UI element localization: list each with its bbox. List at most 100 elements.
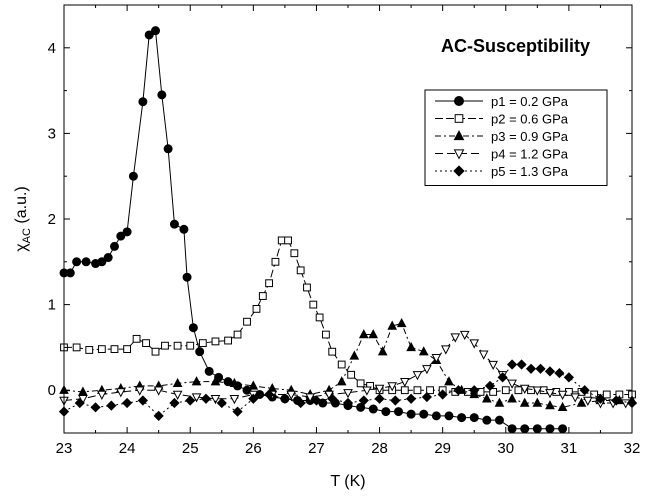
data-point xyxy=(137,395,148,406)
y-tick-label: 4 xyxy=(48,40,56,57)
data-point xyxy=(248,380,259,390)
data-point xyxy=(406,409,416,419)
data-point xyxy=(482,393,492,403)
data-point xyxy=(418,346,429,356)
data-point xyxy=(303,283,311,292)
data-point xyxy=(519,384,530,394)
data-point xyxy=(400,386,409,395)
data-point xyxy=(557,390,568,400)
data-point xyxy=(277,236,286,245)
x-tick-label: 30 xyxy=(497,440,514,457)
data-point xyxy=(122,227,132,237)
legend-entry: p3 = 0.9 GPa xyxy=(435,129,569,144)
data-point xyxy=(482,415,492,425)
data-point xyxy=(163,144,173,154)
data-point xyxy=(444,376,454,386)
series-p2-0-6-gpa xyxy=(60,236,636,399)
data-point xyxy=(544,366,556,377)
x-tick-label: 27 xyxy=(308,440,325,457)
data-point xyxy=(349,350,360,360)
data-point xyxy=(519,397,530,407)
data-point xyxy=(128,171,138,181)
data-point xyxy=(296,266,305,275)
data-point xyxy=(469,385,480,396)
data-point xyxy=(356,402,366,412)
x-tick-label: 32 xyxy=(624,440,641,457)
data-point xyxy=(223,377,233,387)
data-point xyxy=(151,347,160,356)
data-point xyxy=(72,343,81,352)
data-point xyxy=(233,330,242,339)
data-point xyxy=(110,345,119,354)
data-point xyxy=(248,393,259,404)
data-point xyxy=(153,410,164,421)
x-axis-title: T (K) xyxy=(330,473,365,490)
data-point xyxy=(169,397,180,409)
data-point xyxy=(489,388,498,396)
data-point xyxy=(459,330,470,341)
data-point xyxy=(516,359,527,370)
data-point xyxy=(232,406,243,417)
data-point xyxy=(611,395,622,406)
data-point xyxy=(387,382,398,392)
data-point xyxy=(151,26,161,36)
data-point xyxy=(595,393,606,404)
data-point xyxy=(315,313,324,322)
data-point xyxy=(216,397,227,409)
data-point xyxy=(210,376,221,386)
data-point xyxy=(437,389,448,400)
data-point xyxy=(123,345,132,354)
data-point xyxy=(368,404,378,414)
data-point xyxy=(377,346,388,356)
data-point xyxy=(506,359,518,370)
series-p1-0-2-gpa xyxy=(59,26,568,434)
data-point xyxy=(97,257,107,267)
data-point xyxy=(406,393,417,404)
data-point xyxy=(374,393,385,404)
legend-label: p4 = 1.2 GPa xyxy=(491,147,569,162)
data-point xyxy=(525,363,537,374)
data-point xyxy=(305,393,315,403)
data-point xyxy=(545,424,555,434)
x-tick-label: 26 xyxy=(245,440,262,457)
data-point xyxy=(532,397,543,407)
data-point xyxy=(106,400,117,411)
data-point xyxy=(185,395,196,406)
data-point xyxy=(322,330,330,339)
series-layer xyxy=(58,26,638,434)
y-axis-title-unit: (a.u.) xyxy=(13,186,30,228)
y-tick-label: 2 xyxy=(48,211,56,228)
data-point xyxy=(347,370,356,379)
data-point xyxy=(74,397,85,409)
legend-marker xyxy=(453,165,465,177)
data-point xyxy=(161,341,169,350)
data-point xyxy=(469,413,479,423)
x-tick-label: 29 xyxy=(434,440,451,457)
data-point xyxy=(362,386,372,396)
data-point xyxy=(157,90,167,100)
data-point xyxy=(406,341,416,352)
data-point xyxy=(570,393,581,403)
data-point xyxy=(582,396,593,406)
data-point xyxy=(328,347,337,356)
legend-label: p2 = 0.6 GPa xyxy=(491,112,569,127)
data-point xyxy=(229,377,240,388)
data-point xyxy=(342,397,354,409)
legend-entries: p1 = 0.2 GPa p2 = 0.6 GPa p3 = 0.9 GPa p4 =… xyxy=(435,94,569,179)
data-point xyxy=(210,395,221,405)
series-line xyxy=(63,334,626,404)
data-point xyxy=(242,385,252,395)
data-point xyxy=(478,350,489,360)
data-point xyxy=(337,360,346,369)
data-point xyxy=(211,337,220,346)
data-point xyxy=(122,397,133,409)
legend: p1 = 0.2 GPa p2 = 0.6 GPa p3 = 0.9 GPa p4 =… xyxy=(424,89,608,186)
data-point xyxy=(191,393,202,403)
y-tick-label: 1 xyxy=(48,297,56,314)
data-point xyxy=(224,336,232,345)
data-point xyxy=(115,388,126,398)
series-line xyxy=(63,322,632,408)
data-point xyxy=(186,341,195,350)
data-point xyxy=(507,393,517,403)
data-point xyxy=(90,402,101,413)
